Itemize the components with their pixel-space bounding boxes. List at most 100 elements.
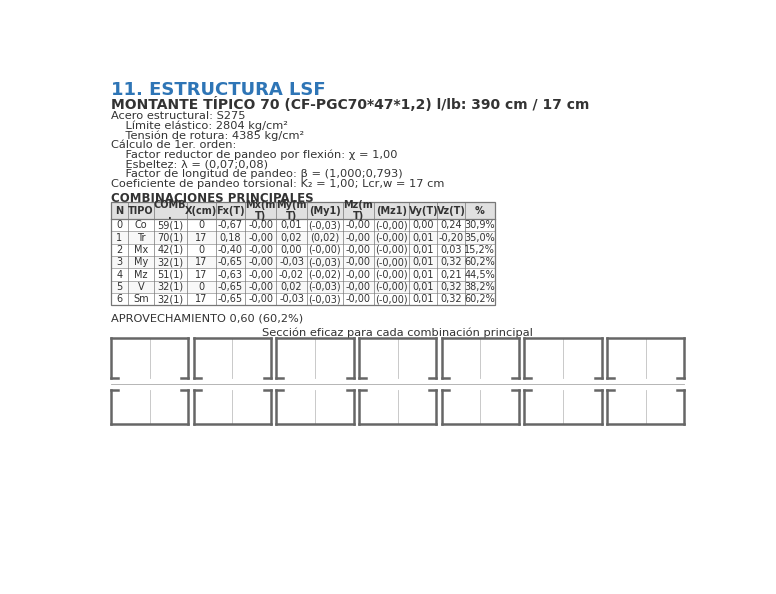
Text: 60,2%: 60,2% (465, 257, 495, 267)
Text: MONTANTE TÍPICO 70 (CF-PGC70*47*1,2) l/lb: 390 cm / 17 cm: MONTANTE TÍPICO 70 (CF-PGC70*47*1,2) l/l… (111, 97, 589, 112)
Text: (My1): (My1) (309, 206, 341, 216)
Text: -0,00: -0,00 (248, 220, 273, 230)
Text: Coeficiente de pandeo torsional: K₂ = 1,00; Lᴄr,w = 17 cm: Coeficiente de pandeo torsional: K₂ = 1,… (111, 179, 445, 189)
Text: (-0,00): (-0,00) (375, 257, 408, 267)
Text: -0,00: -0,00 (248, 233, 273, 242)
Text: 70(1): 70(1) (158, 233, 183, 242)
Text: -0,65: -0,65 (218, 282, 243, 292)
Text: My: My (133, 257, 148, 267)
Text: 17: 17 (195, 270, 207, 280)
Text: 0,32: 0,32 (440, 282, 462, 292)
Text: V: V (137, 282, 144, 292)
Text: -0,20: -0,20 (438, 233, 464, 242)
Text: Vy(T): Vy(T) (408, 206, 438, 216)
Text: 51(1): 51(1) (158, 270, 183, 280)
Text: 0,00: 0,00 (281, 245, 303, 255)
Text: Cálculo de 1er. orden:: Cálculo de 1er. orden: (111, 140, 237, 150)
Text: -0,63: -0,63 (218, 270, 243, 280)
Text: 32(1): 32(1) (158, 294, 183, 304)
Text: Mx(m
T): Mx(m T) (245, 200, 275, 221)
Text: My(m
T): My(m T) (276, 200, 307, 221)
Text: (-0,00): (-0,00) (375, 220, 408, 230)
Text: Tensión de rotura: 4385 kg/cm²: Tensión de rotura: 4385 kg/cm² (111, 131, 304, 141)
Text: 0,01: 0,01 (413, 245, 434, 255)
Text: (-0,00): (-0,00) (375, 245, 408, 255)
Text: -0,67: -0,67 (218, 220, 243, 230)
Text: -0,00: -0,00 (248, 282, 273, 292)
Text: Fx(T): Fx(T) (216, 206, 244, 216)
Text: 6: 6 (116, 294, 123, 304)
Text: 0,21: 0,21 (440, 270, 462, 280)
Text: 0: 0 (116, 220, 123, 230)
Text: (-0,03): (-0,03) (309, 220, 341, 230)
Text: (-0,03): (-0,03) (309, 257, 341, 267)
Text: -0,65: -0,65 (218, 257, 243, 267)
Text: X(cm): X(cm) (185, 206, 217, 216)
Text: Co: Co (134, 220, 147, 230)
Text: 0,02: 0,02 (281, 282, 303, 292)
Text: (-0,02): (-0,02) (309, 270, 341, 280)
Text: -0,00: -0,00 (345, 220, 371, 230)
Text: Sm: Sm (133, 294, 148, 304)
Text: 0,02: 0,02 (281, 233, 303, 242)
Text: 17: 17 (195, 257, 207, 267)
Text: -0,65: -0,65 (218, 294, 243, 304)
Text: 17: 17 (195, 294, 207, 304)
Text: Factor reductor de pandeo por flexión: χ = 1,00: Factor reductor de pandeo por flexión: χ… (111, 150, 397, 160)
Text: %: % (475, 206, 485, 216)
Text: (-0,00): (-0,00) (375, 294, 408, 304)
Text: Vz(T): Vz(T) (437, 206, 466, 216)
Text: (-0,00): (-0,00) (375, 282, 408, 292)
Text: (0,02): (0,02) (310, 233, 339, 242)
Text: (-0,03): (-0,03) (309, 294, 341, 304)
Text: (-0,00): (-0,00) (375, 233, 408, 242)
Text: 2: 2 (116, 245, 123, 255)
Text: -0,00: -0,00 (345, 257, 371, 267)
Text: -0,00: -0,00 (345, 282, 371, 292)
Text: 0,32: 0,32 (440, 257, 462, 267)
Text: 42(1): 42(1) (158, 245, 183, 255)
Bar (111, 244, 494, 256)
Text: 0: 0 (198, 245, 204, 255)
Text: 0,01: 0,01 (413, 270, 434, 280)
Text: 11. ESTRUCTURA LSF: 11. ESTRUCTURA LSF (111, 81, 326, 99)
Text: -0,00: -0,00 (345, 270, 371, 280)
Text: COMB
.: COMB . (154, 200, 186, 221)
Text: -0,03: -0,03 (279, 257, 304, 267)
Text: (Mz1): (Mz1) (376, 206, 407, 216)
Text: Factor de longitud de pandeo: β = (1,000;0,793): Factor de longitud de pandeo: β = (1,000… (111, 169, 403, 179)
Text: (-0,03): (-0,03) (309, 282, 341, 292)
Bar (111, 202, 494, 305)
Text: -0,00: -0,00 (248, 245, 273, 255)
Text: 30,9%: 30,9% (465, 220, 495, 230)
Text: 0,01: 0,01 (281, 220, 303, 230)
Text: Tr: Tr (137, 233, 145, 242)
Text: 0,32: 0,32 (440, 294, 462, 304)
Text: 0,00: 0,00 (413, 220, 434, 230)
Text: 0,01: 0,01 (413, 294, 434, 304)
Text: 0: 0 (198, 282, 204, 292)
Bar (111, 281, 494, 293)
Text: 15,2%: 15,2% (464, 245, 495, 255)
Text: Límite elástico: 2804 kg/cm²: Límite elástico: 2804 kg/cm² (111, 121, 288, 131)
Text: Mx: Mx (133, 245, 148, 255)
Text: -0,40: -0,40 (218, 245, 243, 255)
Text: -0,02: -0,02 (279, 270, 304, 280)
Text: 0,18: 0,18 (220, 233, 241, 242)
Text: 4: 4 (116, 270, 123, 280)
Text: TIPO: TIPO (128, 206, 154, 216)
Text: 17: 17 (195, 233, 207, 242)
Text: -0,00: -0,00 (345, 294, 371, 304)
Text: 1: 1 (116, 233, 123, 242)
Text: -0,03: -0,03 (279, 294, 304, 304)
Bar (111, 202, 494, 219)
Text: 38,2%: 38,2% (465, 282, 495, 292)
Text: 0: 0 (198, 220, 204, 230)
Text: 0,01: 0,01 (413, 257, 434, 267)
Text: -0,00: -0,00 (248, 270, 273, 280)
Text: Acero estructural: S275: Acero estructural: S275 (111, 111, 245, 121)
Text: Mz: Mz (134, 270, 147, 280)
Text: Esbeltez: λ = (0,07;0,08): Esbeltez: λ = (0,07;0,08) (111, 159, 268, 169)
Text: 59(1): 59(1) (158, 220, 183, 230)
Text: APROVECHAMIENTO 0,60 (60,2%): APROVECHAMIENTO 0,60 (60,2%) (111, 314, 303, 324)
